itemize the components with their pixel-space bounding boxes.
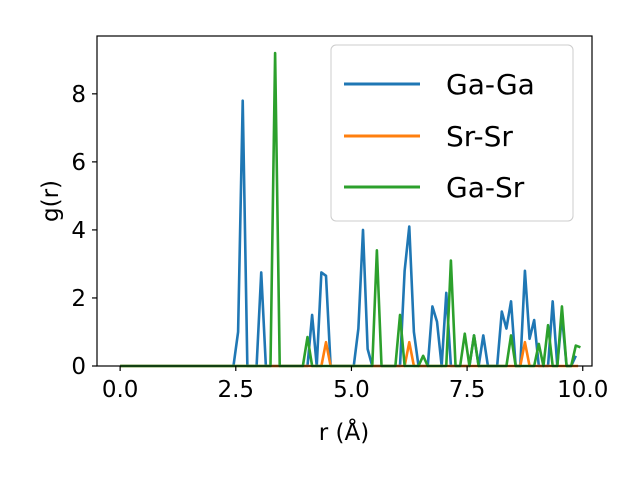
x-axis-label: r (Å) — [319, 418, 369, 446]
legend-label-sr-sr: Sr-Sr — [446, 120, 513, 153]
x-tick-label: 5.0 — [333, 377, 370, 403]
x-tick-label: 7.5 — [449, 377, 486, 403]
y-tick-label: 4 — [71, 218, 86, 244]
series-line-ga-ga — [120, 99, 577, 368]
plot-frame — [96, 35, 593, 367]
series-line-sr-sr — [120, 340, 579, 368]
y-tick-label: 8 — [71, 82, 86, 108]
legend-label-ga-sr: Ga-Sr — [446, 171, 525, 204]
legend: Ga-Ga Sr-Sr Ga-Sr — [330, 44, 574, 222]
legend-box — [330, 44, 574, 222]
y-tick-label: 0 — [71, 354, 86, 380]
x-axis-ticks: 0.0 2.5 5.0 7.5 10.0 — [102, 366, 608, 403]
legend-label-ga-ga: Ga-Ga — [446, 68, 535, 101]
y-tick-label: 2 — [71, 286, 86, 312]
x-tick-label: 0.0 — [102, 377, 139, 403]
y-tick-label: 6 — [71, 150, 86, 176]
y-axis-label: g(r) — [38, 180, 64, 222]
x-tick-label: 2.5 — [217, 377, 254, 403]
x-tick-label: 10.0 — [557, 377, 608, 403]
y-axis-ticks: 0 2 4 6 8 — [71, 82, 97, 380]
